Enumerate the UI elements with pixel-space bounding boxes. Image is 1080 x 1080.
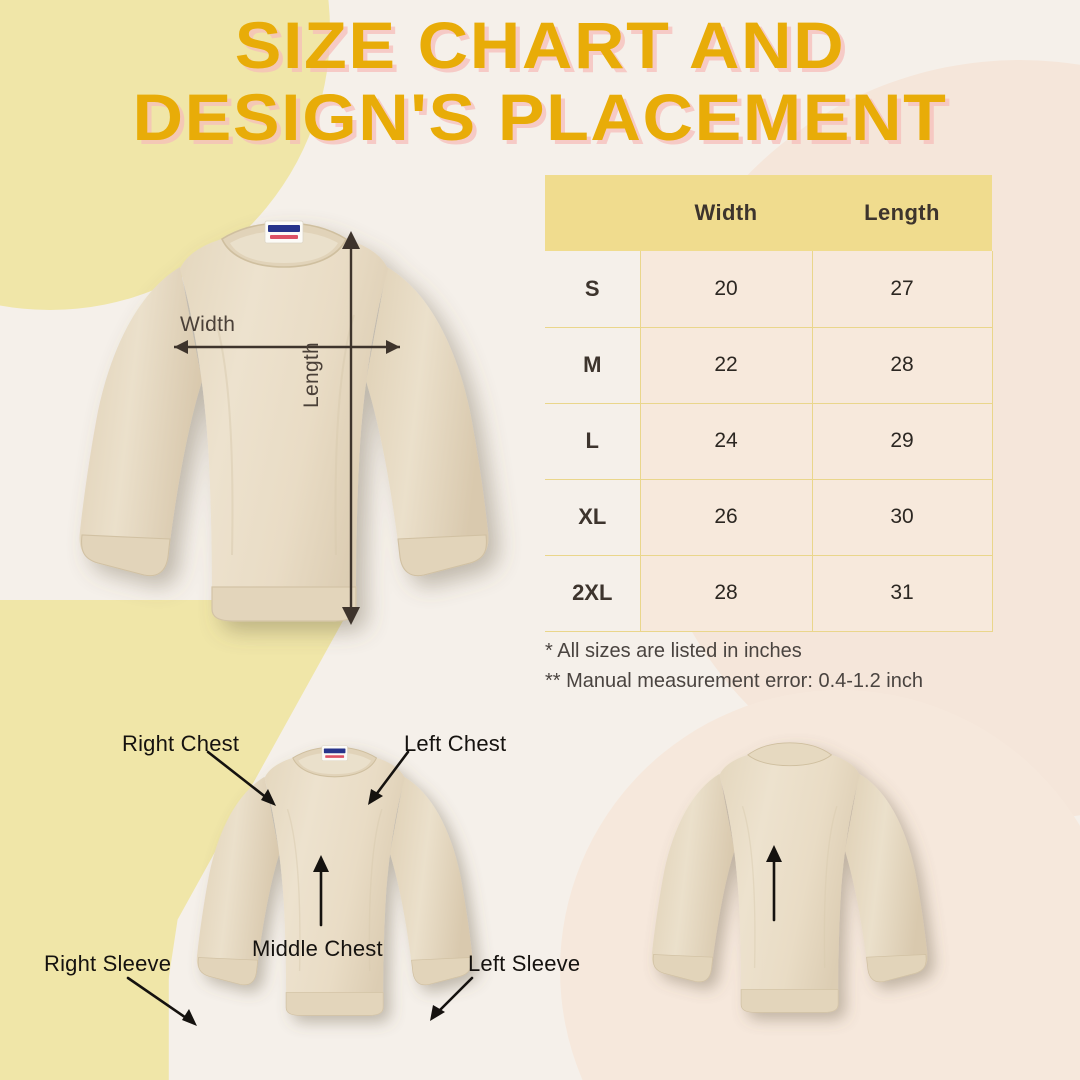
title-line-1: SIZE CHART AND: [234, 8, 846, 82]
cell-size: XL: [545, 478, 641, 556]
cell-width: 22: [639, 326, 813, 404]
footnote-units: * All sizes are listed in inches: [545, 640, 802, 662]
table-row: M 22 28: [545, 326, 993, 404]
sweatshirt-illustration: [79, 220, 489, 625]
footnote-tolerance: ** Manual measurement error: 0.4-1.2 inc…: [545, 670, 923, 692]
header-size: [545, 175, 640, 251]
cell-size: 2XL: [545, 554, 641, 632]
cell-width: 28: [639, 554, 813, 632]
label-right-chest: Right Chest: [122, 731, 240, 756]
table-row: S 20 27: [545, 251, 993, 328]
label-left-chest: Left Chest: [404, 731, 507, 756]
sweatshirt-back-view: [640, 722, 940, 1042]
size-chart-table: Width Length S 20 27 M 22 28 L 24: [545, 175, 993, 632]
header-width: Width: [640, 175, 812, 251]
cell-width: 20: [639, 251, 813, 328]
label-middle-chest: Middle Chest: [252, 936, 383, 961]
label-right-sleeve: Right Sleeve: [44, 951, 172, 976]
title-line-2: DESIGN'S PLACEMENT: [132, 80, 948, 154]
gildan-neck-label: [321, 745, 348, 761]
cell-size: S: [545, 251, 641, 328]
cell-length: 30: [811, 478, 993, 556]
cell-length: 31: [811, 554, 993, 632]
label-left-sleeve: Left Sleeve: [468, 951, 581, 976]
table-row: XL 26 30: [545, 478, 993, 556]
sweatshirt-front-measured: [62, 195, 507, 660]
sweatshirt-illustration-back: [651, 742, 928, 1013]
cell-width: 26: [639, 478, 813, 556]
gildan-neck-label: [264, 220, 304, 244]
width-arrow: [174, 340, 400, 354]
page-title: SIZE CHART AND DESIGN'S PLACEMENT: [0, 12, 1080, 150]
sweatshirt-illustration-front: [196, 745, 473, 1016]
sweatshirt-front-placements: [185, 725, 485, 1045]
garment-body: [79, 222, 489, 622]
width-measure-label: Width: [180, 313, 236, 336]
table-footnotes: * All sizes are listed in inches ** Manu…: [545, 636, 923, 696]
table-header-row: Width Length: [545, 175, 992, 251]
table-row: 2XL 28 31: [545, 554, 993, 632]
cell-size: M: [545, 326, 641, 404]
cell-size: L: [545, 402, 641, 480]
length-arrow: [342, 231, 360, 625]
cell-length: 28: [811, 326, 993, 404]
cell-length: 29: [811, 402, 993, 480]
length-measure-label: Length: [300, 341, 323, 408]
table-row: L 24 29: [545, 402, 993, 480]
header-length: Length: [812, 175, 992, 251]
cell-length: 27: [811, 251, 993, 328]
cell-width: 24: [639, 402, 813, 480]
